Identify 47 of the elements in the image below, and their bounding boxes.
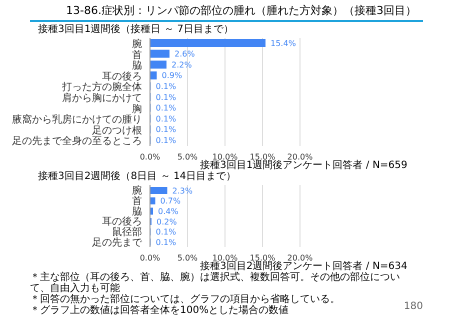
data-label: 15.4% [270, 38, 296, 48]
data-label: 0.7% [160, 196, 181, 206]
y-tick-label: 腕 [132, 38, 142, 50]
data-label: 0.1% [156, 125, 176, 134]
data-label: 0.2% [156, 217, 178, 226]
data-label: 0.9% [162, 71, 182, 80]
x-tick-label: 5.0% [177, 152, 198, 162]
y-tick-label: 腋窩から乳房にかけての腫り [12, 114, 142, 126]
y-tick-label: 胸 [132, 102, 142, 115]
y-tick-label: 足の先まで全身の至るところ [12, 135, 142, 148]
x-tick-label: 20.0% [287, 152, 314, 162]
x-tick-label: 20.0% [287, 254, 314, 263]
y-tick-label: 耳の後ろ [102, 216, 142, 228]
data-label: 0.1% [156, 228, 176, 237]
y-tick-label: 打った方の腕全体 [61, 81, 142, 94]
data-label: 0.1% [156, 82, 176, 92]
y-tick-label: 首 [132, 195, 142, 208]
chart-title: 13-86.症状別：リンパ節の部位の腫れ（腫れた方対象）（接種3回目） [30, 0, 423, 22]
y-tick-label: 腕 [132, 184, 142, 197]
data-label: 0.4% [158, 207, 179, 216]
y-tick-label: 耳の後ろ [102, 70, 142, 82]
text: 180 [404, 301, 423, 312]
x-tick-label: 0.0% [140, 254, 161, 263]
y-tick-label: 首 [132, 48, 142, 61]
y-tick-label: 脇 [132, 60, 142, 72]
data-label: 0.1% [156, 104, 176, 113]
y-tick-label: 肩から胸にかけて [62, 92, 142, 104]
data-label: 0.1% [156, 92, 176, 102]
y-tick-label: 足の先まで [92, 236, 143, 248]
data-label: 2.6% [174, 50, 196, 59]
chart-subtitle: 接種3回目1週間後（接種日 ～ 7日目まで） [37, 24, 234, 36]
x-tick-label: 0.0% [140, 152, 161, 162]
data-label: 0.1% [156, 114, 176, 124]
text: ＊回答の無かった部位については、グラフの項目から省略している。 [30, 294, 341, 305]
data-label: 2.2% [172, 60, 192, 70]
data-label: 0.1% [156, 136, 176, 146]
text: 接種3回目1週間後アンケート回答者 / N=659 [199, 160, 408, 171]
data-label: 2.3% [172, 186, 193, 196]
text: 接種3回目2週間後アンケート回答者 / N=634 [199, 261, 408, 272]
chart-subtitle: 接種3回目2週間後（8日目 ～ 14日目まで） [37, 171, 238, 183]
y-tick-label: 脇 [132, 205, 142, 218]
x-tick-label: 5.0% [177, 254, 198, 263]
text: ＊グラフ上の数値は回答者全体を100%とした場合の数値 [30, 305, 290, 316]
y-tick-label: 足のつけ根 [92, 124, 142, 136]
data-label: 0.1% [156, 238, 176, 248]
y-tick-label: 鼠径部 [112, 226, 142, 238]
text: ＊主な部位（耳の後ろ、首、脇、腕）は選択式、複数回答可。その他の部位について、自由入力も可能 [30, 272, 400, 294]
